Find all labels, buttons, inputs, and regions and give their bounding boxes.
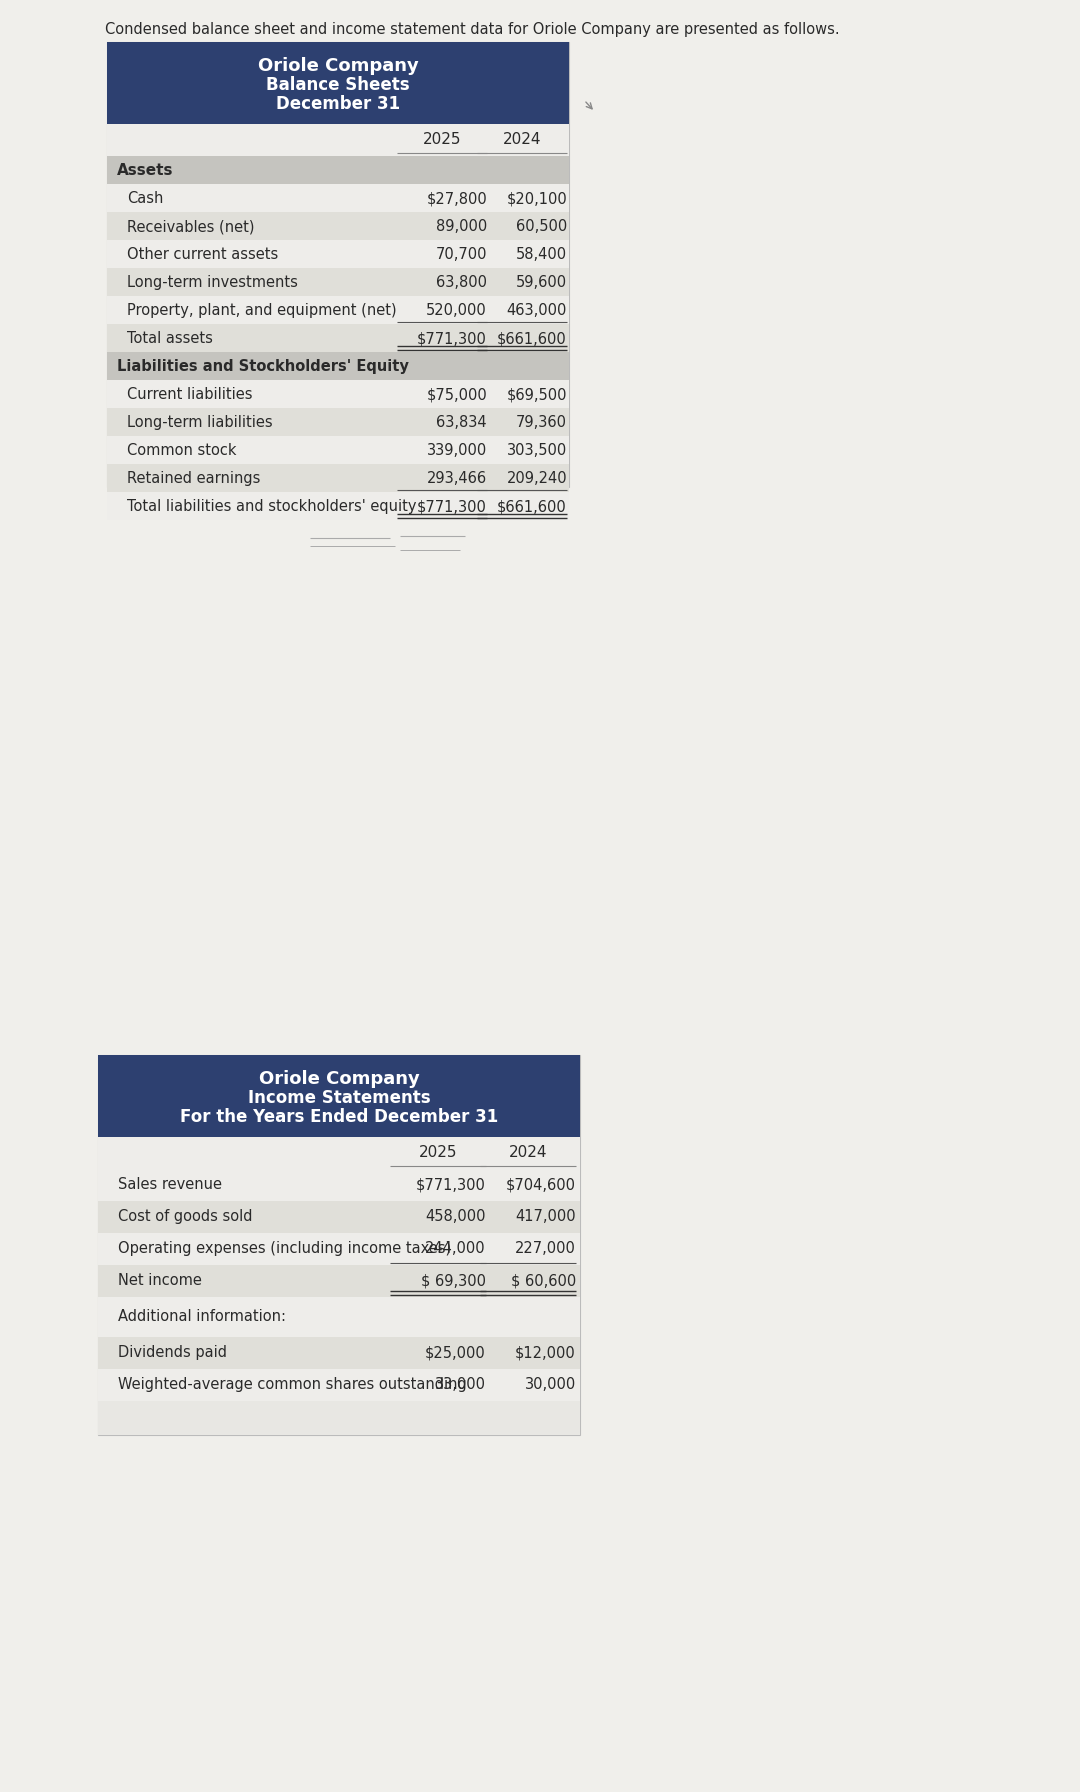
Text: 2024: 2024: [509, 1145, 548, 1159]
Text: 244,000: 244,000: [426, 1242, 486, 1256]
Text: 2024: 2024: [503, 133, 541, 147]
Text: Sales revenue: Sales revenue: [118, 1177, 222, 1192]
Text: $20,100: $20,100: [507, 192, 567, 206]
Text: $25,000: $25,000: [426, 1346, 486, 1360]
Text: 59,600: 59,600: [516, 274, 567, 290]
Text: Cash: Cash: [127, 192, 163, 206]
FancyBboxPatch shape: [98, 1201, 580, 1233]
FancyBboxPatch shape: [107, 240, 569, 269]
Text: 79,360: 79,360: [516, 416, 567, 430]
FancyBboxPatch shape: [98, 1055, 580, 1435]
FancyBboxPatch shape: [98, 1265, 580, 1297]
Text: $69,500: $69,500: [507, 387, 567, 401]
Text: 63,834: 63,834: [436, 416, 487, 430]
Text: $771,300: $771,300: [416, 1177, 486, 1192]
Text: Current liabilities: Current liabilities: [127, 387, 253, 401]
FancyBboxPatch shape: [107, 493, 569, 520]
FancyBboxPatch shape: [107, 435, 569, 464]
Text: 60,500: 60,500: [516, 219, 567, 235]
Text: 463,000: 463,000: [507, 303, 567, 317]
FancyBboxPatch shape: [98, 1337, 580, 1369]
Text: Additional information:: Additional information:: [118, 1308, 286, 1324]
Text: Total assets: Total assets: [127, 332, 213, 346]
Text: Operating expenses (including income taxes): Operating expenses (including income tax…: [118, 1242, 451, 1256]
FancyBboxPatch shape: [107, 324, 569, 351]
Text: 209,240: 209,240: [507, 471, 567, 486]
Text: 417,000: 417,000: [515, 1210, 576, 1224]
Text: December 31: December 31: [275, 95, 400, 113]
Text: Weighted-average common shares outstanding: Weighted-average common shares outstandi…: [118, 1376, 467, 1392]
Text: $771,300: $771,300: [417, 498, 487, 514]
Text: Assets: Assets: [117, 163, 174, 177]
Text: 458,000: 458,000: [426, 1210, 486, 1224]
FancyBboxPatch shape: [98, 1369, 580, 1401]
Text: $27,800: $27,800: [427, 192, 487, 206]
FancyBboxPatch shape: [107, 185, 569, 211]
Text: $12,000: $12,000: [515, 1346, 576, 1360]
Text: 89,000: 89,000: [435, 219, 487, 235]
Text: $75,000: $75,000: [427, 387, 487, 401]
FancyBboxPatch shape: [107, 380, 569, 409]
Text: Receivables (net): Receivables (net): [127, 219, 255, 235]
FancyBboxPatch shape: [107, 124, 569, 156]
Text: 63,800: 63,800: [436, 274, 487, 290]
Text: Property, plant, and equipment (net): Property, plant, and equipment (net): [127, 303, 396, 317]
Text: Total liabilities and stockholders' equity: Total liabilities and stockholders' equi…: [127, 498, 417, 514]
Text: 293,466: 293,466: [427, 471, 487, 486]
FancyBboxPatch shape: [98, 1136, 580, 1168]
Text: Oriole Company: Oriole Company: [258, 1070, 419, 1088]
Text: Other current assets: Other current assets: [127, 247, 279, 262]
FancyBboxPatch shape: [107, 41, 569, 487]
FancyBboxPatch shape: [107, 351, 569, 380]
Text: 58,400: 58,400: [516, 247, 567, 262]
Text: 70,700: 70,700: [435, 247, 487, 262]
FancyBboxPatch shape: [107, 41, 569, 124]
Text: Retained earnings: Retained earnings: [127, 471, 260, 486]
Text: Long-term investments: Long-term investments: [127, 274, 298, 290]
Text: Common stock: Common stock: [127, 443, 237, 459]
Text: $ 69,300: $ 69,300: [421, 1272, 486, 1288]
Text: 2025: 2025: [419, 1145, 457, 1159]
Text: Income Statements: Income Statements: [247, 1090, 430, 1107]
Text: 303,500: 303,500: [507, 443, 567, 459]
FancyBboxPatch shape: [107, 41, 569, 487]
Text: Dividends paid: Dividends paid: [118, 1346, 227, 1360]
Text: Condensed balance sheet and income statement data for Oriole Company are present: Condensed balance sheet and income state…: [105, 22, 839, 38]
FancyBboxPatch shape: [107, 464, 569, 493]
FancyBboxPatch shape: [98, 1297, 580, 1337]
FancyBboxPatch shape: [107, 156, 569, 185]
Text: Cost of goods sold: Cost of goods sold: [118, 1210, 253, 1224]
Text: 30,000: 30,000: [525, 1376, 576, 1392]
Text: $ 60,600: $ 60,600: [511, 1272, 576, 1288]
Text: Net income: Net income: [118, 1272, 202, 1288]
Text: Oriole Company: Oriole Company: [258, 57, 418, 75]
Text: Liabilities and Stockholders' Equity: Liabilities and Stockholders' Equity: [117, 358, 409, 375]
FancyBboxPatch shape: [98, 1055, 580, 1435]
Text: Long-term liabilities: Long-term liabilities: [127, 416, 272, 430]
Text: For the Years Ended December 31: For the Years Ended December 31: [180, 1107, 498, 1125]
FancyBboxPatch shape: [98, 1055, 580, 1136]
Text: $661,600: $661,600: [497, 332, 567, 346]
Text: 339,000: 339,000: [427, 443, 487, 459]
FancyBboxPatch shape: [107, 269, 569, 296]
Text: Balance Sheets: Balance Sheets: [266, 75, 409, 93]
FancyBboxPatch shape: [107, 296, 569, 324]
Text: 33,000: 33,000: [435, 1376, 486, 1392]
Text: 520,000: 520,000: [427, 303, 487, 317]
FancyBboxPatch shape: [107, 409, 569, 435]
Text: 2025: 2025: [422, 133, 461, 147]
Text: $661,600: $661,600: [497, 498, 567, 514]
Text: $704,600: $704,600: [507, 1177, 576, 1192]
FancyBboxPatch shape: [98, 1233, 580, 1265]
Text: 227,000: 227,000: [515, 1242, 576, 1256]
Text: $771,300: $771,300: [417, 332, 487, 346]
FancyBboxPatch shape: [98, 1168, 580, 1201]
FancyBboxPatch shape: [107, 211, 569, 240]
